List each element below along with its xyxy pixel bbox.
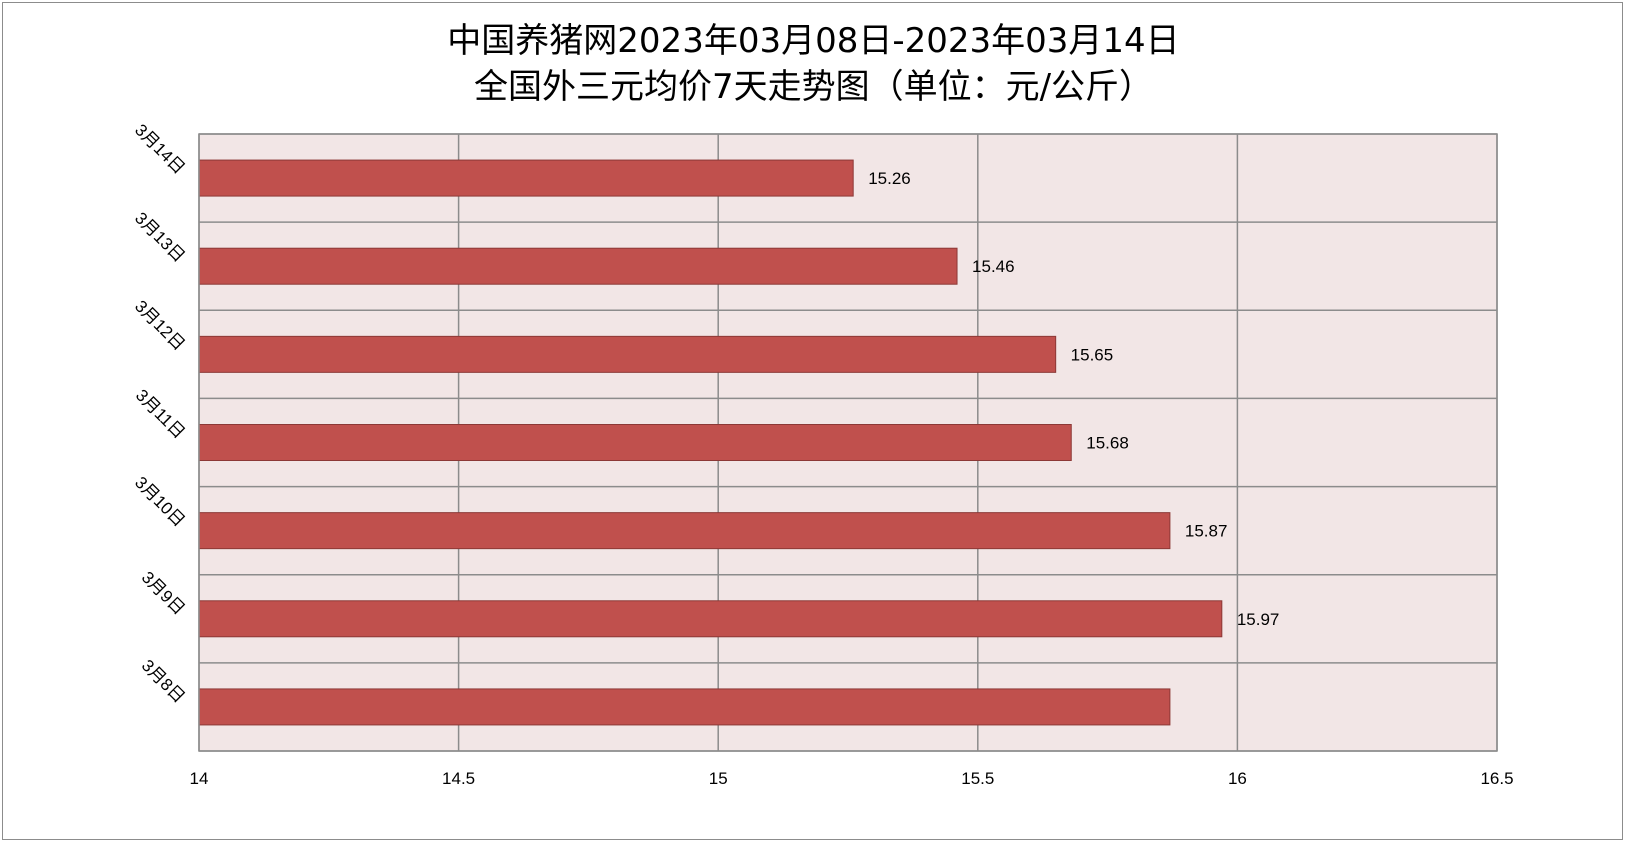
x-tick-label: 16.5 <box>1480 769 1513 788</box>
bar <box>198 688 1171 726</box>
x-tick-label: 14 <box>190 769 209 788</box>
y-tick-label: 3月12日 <box>131 297 189 355</box>
y-tick-label: 3月8日 <box>138 656 189 707</box>
bar <box>198 335 1057 373</box>
bar <box>198 512 1171 550</box>
data-label: 15.65 <box>1071 345 1114 364</box>
data-label: 15.46 <box>972 257 1015 276</box>
bar <box>198 600 1223 638</box>
bar <box>198 159 854 197</box>
y-tick-label: 3月11日 <box>132 386 189 443</box>
data-label: 15.26 <box>868 169 911 188</box>
plot-border <box>198 133 1498 752</box>
data-label: 15.87 <box>1185 522 1228 541</box>
x-tick-label: 16 <box>1228 769 1247 788</box>
y-tick-label: 3月10日 <box>131 473 189 531</box>
y-tick-label: 3月14日 <box>131 120 189 178</box>
data-label: 15.68 <box>1086 434 1129 453</box>
y-tick-label: 3月13日 <box>131 209 189 267</box>
data-label: 15.97 <box>1237 610 1280 629</box>
bar <box>198 424 1072 461</box>
x-tick-label: 15 <box>709 769 728 788</box>
bar <box>198 247 958 285</box>
y-tick-label: 3月9日 <box>138 568 189 619</box>
x-tick-label: 14.5 <box>442 769 475 788</box>
chart-title-line1: 中国养猪网2023年03月08日-2023年03月14日 <box>447 21 1180 61</box>
chart-title-line2: 全国外三元均价7天走势图（单位：元/公斤） <box>473 67 1154 107</box>
x-tick-label: 15.5 <box>961 769 994 788</box>
